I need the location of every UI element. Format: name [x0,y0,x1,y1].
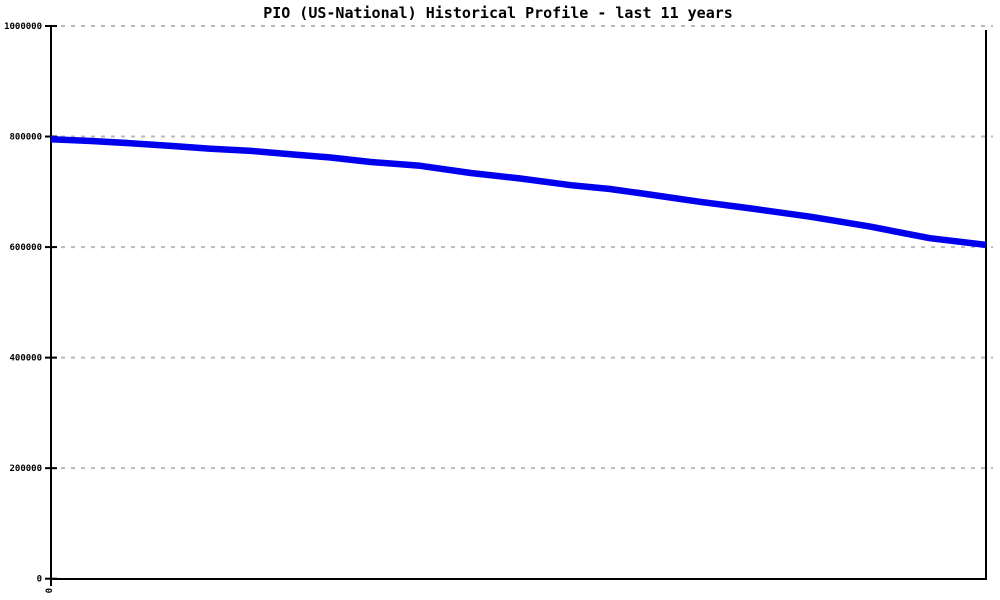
axes [50,26,987,586]
y-tick-label: 400000 [9,354,42,364]
x-tick-label: 0 [45,588,55,593]
y-tick-label: 1000000 [4,22,42,32]
y-tick-label: 200000 [9,464,42,474]
y-tick-label: 0 [37,575,42,585]
y-tick-label: 600000 [9,243,42,253]
chart-title: PIO (US-National) Historical Profile - l… [263,4,733,22]
data-series-line [50,136,987,249]
y-axis-ticks: 0 200000 400000 600000 800000 1000000 [4,22,57,585]
y-tick-label: 800000 [9,133,42,143]
gridlines [51,25,993,470]
